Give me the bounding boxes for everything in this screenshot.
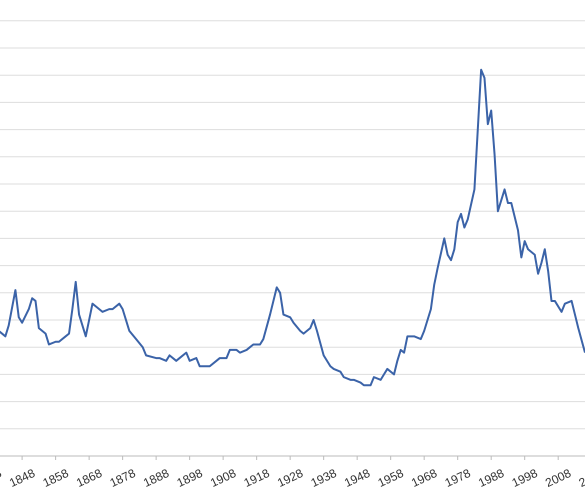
x-tick-label: 1968: [409, 466, 439, 490]
x-tick-label: 2008: [543, 466, 573, 490]
x-tick-label: 1928: [275, 466, 305, 490]
x-tick-label: 1988: [476, 466, 506, 490]
x-tick-label: 1878: [108, 466, 138, 490]
x-tick-label: 1998: [510, 466, 540, 490]
x-tick-label: 1848: [7, 466, 37, 490]
x-tick-label: 1858: [41, 466, 71, 490]
x-tick-label: 1958: [376, 466, 406, 490]
x-tick-label: 1898: [175, 466, 205, 490]
x-tick-label: 1908: [208, 466, 238, 490]
x-tick-label: 1918: [242, 466, 272, 490]
x-tick-label: 2018: [577, 466, 585, 490]
x-tick-label: 1948: [342, 466, 372, 490]
x-tick-label: 1838: [0, 466, 4, 490]
x-tick-label: 1978: [443, 466, 473, 490]
x-tick-label: 1938: [309, 466, 339, 490]
data-line: [0, 68, 585, 387]
x-tick-label: 1888: [141, 466, 171, 490]
x-tick-label: 1868: [74, 466, 104, 490]
